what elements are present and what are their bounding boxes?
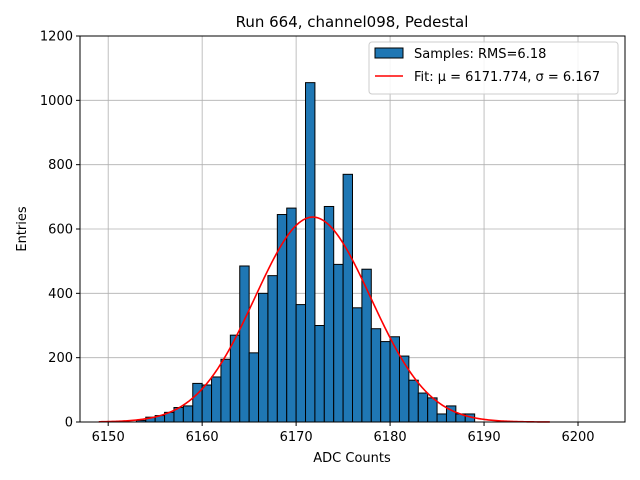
legend-histogram-swatch [374,47,404,59]
histogram-bar [408,379,419,423]
histogram-bar [276,214,288,423]
histogram-bar [305,82,316,423]
histogram-bar [352,307,363,423]
x-tick-label: 6200 [561,430,594,445]
y-tick-label: 1000 [40,94,73,109]
y-tick-label: 1200 [40,30,73,45]
histogram-bar [427,397,438,423]
y-tick-label: 600 [48,223,73,238]
x-axis-label: ADC Counts [313,451,391,466]
y-tick-label: 0 [65,416,73,431]
legend-histogram-label: Samples: RMS=6.18 [414,47,546,62]
histogram-bar [286,207,297,423]
histogram-bar [258,292,269,423]
histogram-bar [380,341,391,423]
histogram-bar [342,173,354,423]
legend-box [368,41,619,95]
x-tick-label: 6190 [468,430,501,445]
histogram-bar [220,358,231,423]
histogram-bar [314,325,325,423]
histogram-bar [323,205,335,423]
histogram-bar [333,263,344,423]
histogram-bar [361,268,372,423]
x-tick-label: 6170 [280,430,313,445]
x-tick-label: 6180 [374,430,407,445]
histogram-bar [417,392,429,423]
legend: Samples: RMS=6.18 Fit: μ = 6171.774, σ =… [368,41,619,95]
histogram-bar [192,382,203,423]
x-axis-ticks: 6150 6160 6170 6180 6190 6200 [92,422,595,445]
histogram-bar [239,265,250,423]
chart-title: Run 664, channel098, Pedestal [236,13,469,31]
histogram-bar [436,413,447,423]
histogram-bar [398,355,410,423]
y-axis-ticks: 0 200 400 600 800 1000 1200 [40,30,80,431]
y-tick-label: 200 [48,351,73,366]
histogram-bar [229,334,241,423]
histogram-bar [201,384,213,423]
histogram-bar [267,275,278,423]
y-axis-label: Entries [15,206,30,252]
legend-fit-label: Fit: μ = 6171.774, σ = 6.167 [414,70,600,85]
y-tick-label: 400 [48,287,73,302]
fit-curve [98,216,550,423]
histogram-bar [211,376,222,423]
y-tick-label: 800 [48,158,73,173]
histogram-bar [370,328,382,423]
histogram-bar [182,405,194,423]
histogram-bar [389,336,400,423]
x-tick-label: 6150 [92,430,125,445]
histogram-bar [295,304,307,423]
histogram-bar [248,352,260,423]
x-tick-label: 6160 [186,430,219,445]
